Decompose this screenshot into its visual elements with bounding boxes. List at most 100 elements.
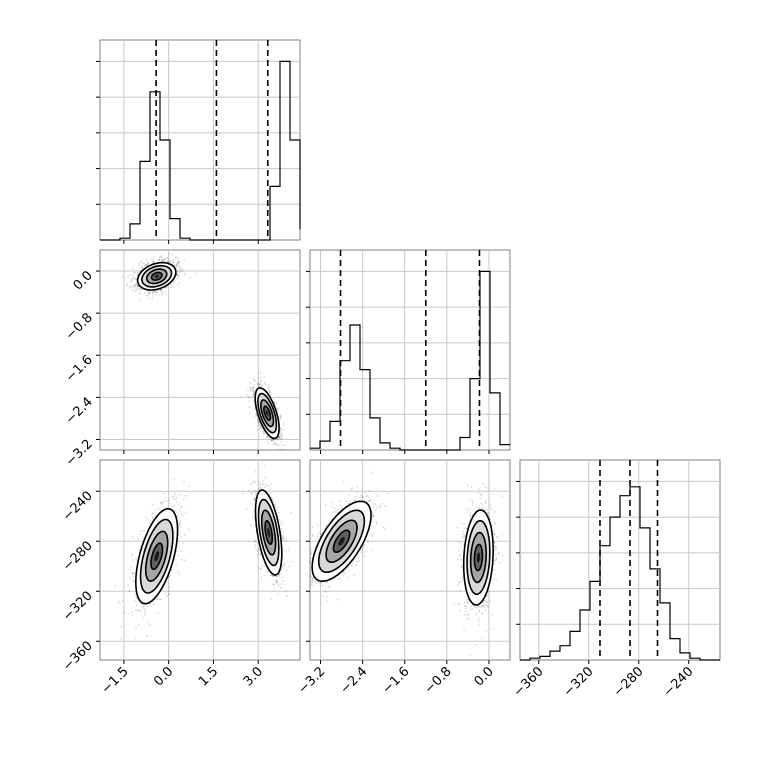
sample-point [253, 509, 255, 512]
sample-point [258, 383, 260, 386]
sample-point [173, 505, 176, 507]
sample-point [253, 379, 256, 382]
sample-point [281, 437, 283, 440]
sample-point [187, 528, 190, 531]
sample-point [278, 448, 281, 450]
sample-point [257, 382, 259, 385]
sample-point [275, 439, 278, 441]
sample-point [169, 283, 172, 286]
sample-point [177, 260, 180, 263]
sample-point [174, 492, 176, 495]
sample-point [142, 606, 144, 608]
histogram-var2 [306, 249, 511, 451]
scatter-var1-var2-contour [260, 399, 275, 428]
sample-point [271, 438, 273, 441]
sample-point [266, 441, 269, 443]
sample-point [182, 542, 185, 545]
sample-point [279, 417, 282, 419]
sample-point [270, 439, 273, 442]
sample-point [278, 443, 281, 446]
sample-point [152, 293, 155, 295]
sample-point [126, 283, 128, 285]
scatter-var1-var2-contour [254, 387, 280, 440]
sample-point [263, 382, 266, 385]
sample-point [279, 415, 282, 418]
sample-point [266, 569, 268, 571]
sample-point [143, 262, 145, 265]
sample-point [176, 284, 179, 286]
sample-point [279, 428, 282, 431]
sample-point [179, 269, 182, 272]
sample-point [258, 421, 260, 424]
histogram-var3-xtick-label: −360 [511, 664, 547, 700]
sample-point [182, 498, 185, 501]
sample-point [133, 285, 136, 288]
scatter-var1-var2-contour [141, 264, 173, 288]
sample-point [136, 271, 139, 274]
sample-point [133, 274, 136, 277]
sample-point [261, 384, 264, 386]
sample-point [181, 270, 184, 272]
sample-point [275, 575, 278, 577]
histogram-var3-frame [519, 459, 721, 661]
sample-point [194, 272, 197, 275]
sample-point [175, 263, 178, 266]
sample-point [258, 424, 261, 426]
sample-point [248, 406, 251, 408]
sample-point [177, 276, 180, 279]
sample-point [179, 519, 182, 522]
sample-point [142, 616, 144, 619]
sample-point [280, 440, 283, 443]
sample-point [173, 264, 176, 267]
sample-point [156, 291, 159, 294]
sample-point [135, 597, 138, 600]
sample-point [136, 284, 139, 287]
sample-point [257, 385, 260, 388]
scatter-var1-var2-contour [257, 392, 278, 434]
sample-point [258, 428, 261, 431]
sample-point [145, 516, 147, 519]
sample-point [177, 270, 180, 272]
sample-point [167, 590, 170, 593]
sample-point [164, 258, 167, 260]
sample-point [134, 593, 137, 596]
sample-point [285, 569, 288, 571]
sample-point [133, 271, 136, 274]
sample-point [180, 558, 183, 561]
sample-point [140, 610, 143, 613]
sample-point [172, 478, 175, 481]
sample-point [185, 511, 187, 514]
sample-point [167, 581, 169, 584]
sample-point [273, 443, 276, 446]
sample-point [121, 276, 124, 279]
sample-point [146, 262, 149, 265]
sample-point [270, 598, 273, 601]
sample-point [138, 287, 141, 290]
sample-point [152, 511, 154, 514]
sample-point [136, 287, 139, 289]
sample-point [257, 418, 260, 421]
sample-point [134, 284, 137, 287]
sample-point [262, 480, 265, 483]
sample-point [160, 501, 163, 504]
sample-point [161, 260, 164, 262]
sample-point [171, 506, 174, 508]
sample-point [129, 286, 131, 289]
sample-point [259, 486, 262, 489]
sample-point [283, 421, 285, 424]
sample-point [134, 278, 137, 280]
sample-point [245, 507, 248, 510]
sample-point [278, 436, 281, 438]
sample-point [268, 391, 270, 393]
sample-point [176, 570, 179, 573]
sample-point [128, 576, 131, 579]
sample-point [161, 501, 164, 504]
sample-point [153, 513, 156, 515]
sample-point [134, 272, 137, 274]
sample-point [263, 376, 266, 378]
sample-point [130, 578, 133, 581]
sample-point [129, 285, 132, 288]
sample-point [267, 390, 270, 393]
sample-point [152, 260, 154, 263]
sample-point [241, 492, 244, 495]
